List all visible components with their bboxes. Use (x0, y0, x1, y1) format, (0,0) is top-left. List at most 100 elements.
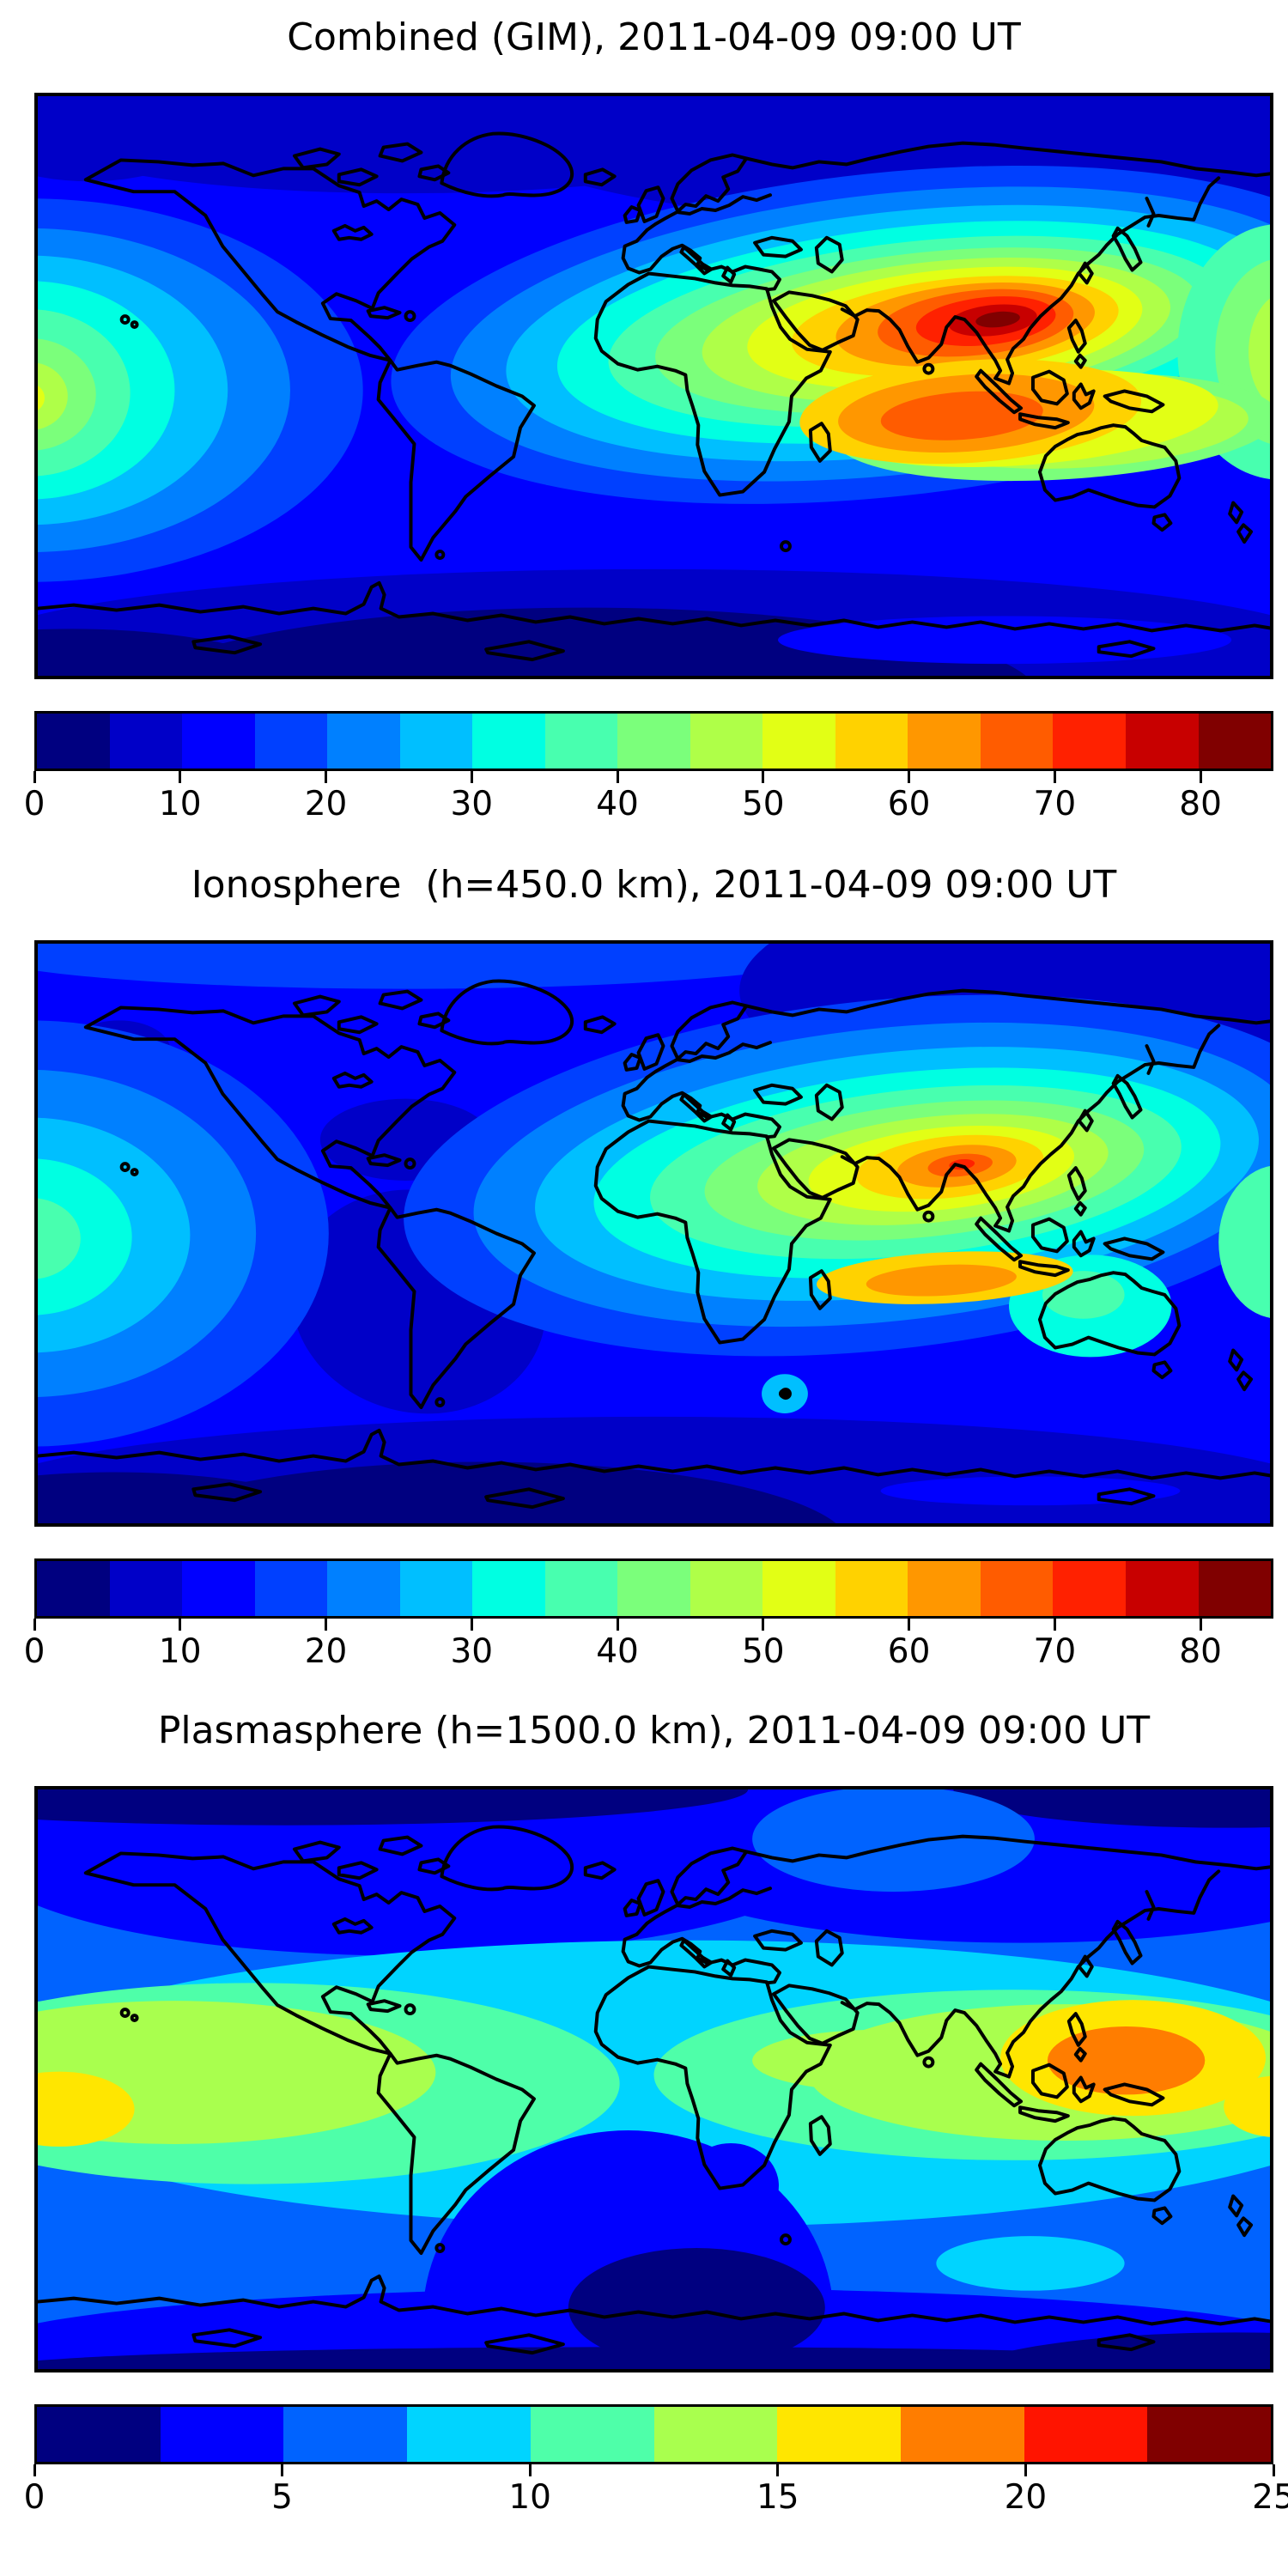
colorbar-segment (37, 1561, 110, 1616)
colorbar-segment (283, 2407, 408, 2462)
colorbar-tick-label: 70 (1033, 1632, 1077, 1671)
panel-title: Ionosphere (h=450.0 km), 2011-04-09 09:0… (191, 863, 1117, 907)
colorbar-segment (908, 714, 981, 769)
colorbar-tick (33, 2464, 36, 2476)
world-map-plasmasphere (34, 1786, 1273, 2372)
colorbar-segment (835, 714, 908, 769)
colorbar-tick (1199, 1619, 1202, 1631)
contour-field (38, 944, 1270, 1523)
colorbar-tick-label: 30 (450, 785, 494, 823)
contour-band (38, 1158, 132, 1315)
contour-band (38, 2001, 436, 2144)
colorbar-plasmasphere: 0 5 10 15 20 25 (24, 2404, 1288, 2517)
colorbar-tick-label: 25 (1252, 2478, 1288, 2517)
colorbar-segment (980, 1561, 1054, 1616)
colorbar-segment (530, 2407, 654, 2462)
colorbar-tick (762, 1619, 765, 1631)
colorbar-tick-label: 20 (304, 785, 348, 823)
colorbar-segment (1024, 2407, 1148, 2462)
colorbar-segment (399, 1561, 473, 1616)
colorbar-tick-label: 20 (1004, 2478, 1048, 2517)
colorbar-segment (37, 714, 110, 769)
colorbar-segment (1125, 1561, 1199, 1616)
contour-band (752, 1789, 1035, 1893)
contour-band (38, 1789, 748, 1826)
colorbar-segment (1147, 2407, 1272, 2462)
colorbar-tick (776, 2464, 780, 2476)
contour-band (38, 386, 45, 410)
colorbar-segment (980, 714, 1054, 769)
colorbar-tick (33, 1619, 36, 1631)
colorbar-tick-label: 10 (158, 785, 202, 823)
colorbar-tick-label: 0 (23, 785, 46, 823)
colorbar-tick-label: 40 (596, 785, 639, 823)
contour-band (777, 616, 1232, 665)
contour-band (38, 2347, 1270, 2369)
colorbar-tick (325, 771, 328, 783)
colorbar-segment (1053, 1561, 1126, 1616)
panel-plasmasphere: Plasmasphere (h=1500.0 km), 2011-04-09 0… (0, 1693, 1288, 2541)
colorbar-tick-label: 60 (887, 1632, 931, 1671)
colorbar-segment (653, 2407, 778, 2462)
colorbar-tick-label: 30 (450, 1632, 494, 1671)
colorbar-tick (908, 771, 911, 783)
colorbar-tick (470, 1619, 473, 1631)
contour-band (38, 944, 851, 989)
colorbar-tick (528, 2464, 532, 2476)
contour-band (38, 362, 68, 430)
colorbar-tick (325, 1619, 328, 1631)
contour-field (38, 1789, 1270, 2369)
contour-band (975, 311, 1020, 328)
contour-band (866, 1264, 1017, 1297)
colorbar-segment (399, 714, 473, 769)
contour-band (936, 2236, 1125, 2291)
colorbar-tick-label: 60 (887, 785, 931, 823)
colorbar-segment (1053, 714, 1126, 769)
contour-band (953, 1789, 1270, 1828)
colorbar-tick (1053, 771, 1056, 783)
colorbar-segment (777, 2407, 901, 2462)
colorbar-tick-label: 15 (756, 2478, 799, 2517)
contour-band (1047, 2026, 1206, 2095)
contour-band (568, 2248, 825, 2368)
contour-band (1224, 2075, 1270, 2137)
colorbar-segment (254, 714, 328, 769)
contour-band (38, 96, 218, 182)
colorbar-tick (470, 771, 473, 783)
colorbar-tick (33, 771, 36, 783)
colorbar-tick-label: 50 (741, 1632, 785, 1671)
colorbar-segment (762, 1561, 835, 1616)
colorbar-tick (1053, 1619, 1056, 1631)
colorbar-tick-label: 0 (23, 1632, 46, 1671)
colorbar-tick-label: 10 (158, 1632, 202, 1671)
colorbar-segment (908, 1561, 981, 1616)
contour-band (38, 2071, 135, 2147)
colorbar-segment (109, 1561, 183, 1616)
colorbar-tick (1199, 771, 1202, 783)
colorbar-combined: 0 10 20 30 40 50 60 70 80 (24, 711, 1273, 823)
colorbar-tick (1272, 2464, 1275, 2476)
colorbar-tick-label: 0 (23, 2478, 46, 2517)
colorbar-segment (1125, 714, 1199, 769)
colorbar-tick (616, 771, 619, 783)
colorbar-tick-label: 80 (1179, 1632, 1222, 1671)
colorbar-tick (616, 1619, 619, 1631)
colorbar-segment (690, 1561, 763, 1616)
colorbar-segment (327, 714, 400, 769)
colorbar-strip (34, 711, 1273, 771)
colorbar-segment (835, 1561, 908, 1616)
colorbar-tick (1024, 2464, 1027, 2476)
colorbar-tick-label: 20 (304, 1632, 348, 1671)
colorbar-tick (179, 771, 182, 783)
panel-ionosphere: Ionosphere (h=450.0 km), 2011-04-09 09:0… (0, 848, 1288, 1695)
colorbar-segment (327, 1561, 400, 1616)
colorbar-segment (544, 1561, 618, 1616)
panel-title: Plasmasphere (h=1500.0 km), 2011-04-09 0… (157, 1709, 1151, 1753)
colorbar-segment (254, 1561, 328, 1616)
contour-band (1042, 1271, 1125, 1319)
colorbar-tick (908, 1619, 911, 1631)
colorbar-segment (160, 2407, 284, 2462)
contour-band (38, 629, 303, 676)
contour-band (752, 2029, 1001, 2092)
colorbar-tick (281, 2464, 284, 2476)
